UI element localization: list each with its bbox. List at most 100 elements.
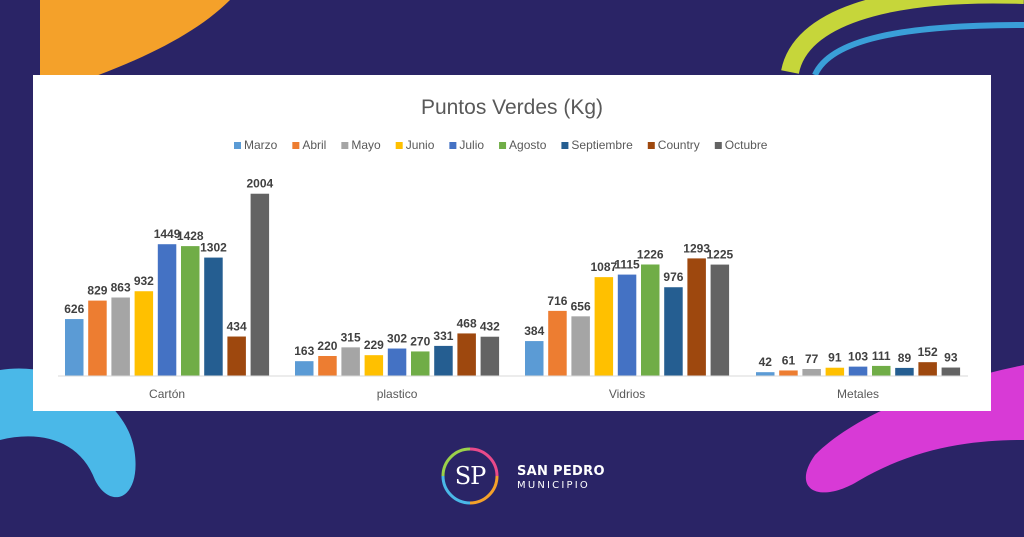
bar xyxy=(250,193,270,376)
data-label: 61 xyxy=(782,353,796,367)
legend-swatch-6 xyxy=(561,142,569,149)
bar xyxy=(387,348,407,376)
logo-name: SAN PEDRO xyxy=(517,464,605,479)
bar xyxy=(204,257,223,376)
legend-label: Mayo xyxy=(351,138,381,152)
data-label: 1226 xyxy=(637,247,664,261)
chart-panel: Puntos Verdes (Kg) Marzo Abril Mayo Junio Ju… xyxy=(33,75,991,411)
data-label: 220 xyxy=(317,339,337,353)
orange-swoosh xyxy=(40,0,230,95)
data-label: 103 xyxy=(848,350,868,364)
bar xyxy=(65,319,84,376)
data-label: 1293 xyxy=(683,241,710,255)
bar xyxy=(848,366,868,376)
data-label: 932 xyxy=(134,274,154,288)
legend-label: Marzo xyxy=(244,138,278,152)
category-label: Vidrios xyxy=(609,387,645,401)
bar xyxy=(710,264,730,376)
data-label: 1449 xyxy=(154,227,181,241)
bar xyxy=(756,372,775,376)
data-label: 1428 xyxy=(177,229,204,243)
bar-chart: Puntos Verdes (Kg) Marzo Abril Mayo Junio Ju… xyxy=(58,96,968,401)
data-label: 1225 xyxy=(706,248,733,262)
bar xyxy=(571,316,590,376)
municipality-logo: SP SAN PEDRO MUNICIPIO xyxy=(440,446,620,506)
data-label: 716 xyxy=(547,294,567,308)
bar xyxy=(341,347,360,376)
legend-swatch-0 xyxy=(234,142,241,149)
bar xyxy=(88,300,107,376)
data-label: 89 xyxy=(898,351,912,365)
bar xyxy=(548,310,567,376)
legend-swatch-5 xyxy=(499,142,507,149)
bar xyxy=(480,336,500,376)
bar xyxy=(641,264,660,376)
data-label: 829 xyxy=(87,284,107,298)
legend-swatch-3 xyxy=(395,142,403,149)
legend-label: Junio xyxy=(406,138,435,152)
bar xyxy=(134,291,154,376)
logo-subtitle: MUNICIPIO xyxy=(517,480,590,491)
bar xyxy=(111,297,130,376)
bar xyxy=(664,287,683,376)
bar xyxy=(181,246,200,376)
data-label: 77 xyxy=(805,352,819,366)
data-label: 1302 xyxy=(200,241,227,255)
bar xyxy=(941,367,961,376)
data-label: 93 xyxy=(944,351,958,365)
category-label: Metales xyxy=(837,387,879,401)
chart-title: Puntos Verdes (Kg) xyxy=(421,96,603,119)
data-label: 432 xyxy=(480,320,500,334)
data-label: 163 xyxy=(294,344,314,358)
bar xyxy=(687,258,706,376)
data-label: 1087 xyxy=(590,260,617,274)
data-label: 152 xyxy=(918,345,938,359)
bar xyxy=(434,345,453,376)
bar xyxy=(227,336,246,376)
legend-label: Agosto xyxy=(509,138,547,152)
logo-circle-icon xyxy=(441,447,499,505)
data-label: 863 xyxy=(111,281,131,295)
data-label: 976 xyxy=(663,270,683,284)
data-label: 42 xyxy=(759,355,773,369)
data-label: 331 xyxy=(433,329,453,343)
blue-ring xyxy=(812,22,1024,77)
data-label: 91 xyxy=(828,351,842,365)
legend-label: Country xyxy=(658,138,700,152)
bar xyxy=(802,368,821,376)
data-label: 2004 xyxy=(246,177,273,191)
bar xyxy=(872,365,891,376)
bar xyxy=(918,362,937,376)
data-label: 315 xyxy=(341,330,361,344)
data-label: 1115 xyxy=(614,258,640,272)
bar xyxy=(779,370,798,376)
bar xyxy=(617,274,637,376)
data-label: 384 xyxy=(524,324,544,338)
bar xyxy=(364,355,384,376)
data-label: 302 xyxy=(387,332,407,346)
legend-swatch-7 xyxy=(647,142,655,149)
category-label: Cartón xyxy=(149,387,185,401)
data-label: 111 xyxy=(872,349,891,363)
legend-label: Julio xyxy=(459,138,484,152)
bar xyxy=(157,244,177,376)
bar xyxy=(525,341,544,376)
data-label: 468 xyxy=(457,316,477,330)
data-label: 229 xyxy=(364,338,384,352)
bar xyxy=(594,277,614,376)
bar xyxy=(318,355,337,376)
legend-swatch-1 xyxy=(292,142,300,149)
x-axis-labels: Cartón plastico Vidrios Metales xyxy=(149,387,879,401)
data-label: 270 xyxy=(410,334,430,348)
bar xyxy=(895,367,914,376)
green-ring xyxy=(781,0,1024,75)
chart-legend: Marzo Abril Mayo Junio Julio Agosto Septiembre… xyxy=(234,138,768,152)
data-label: 626 xyxy=(64,302,84,316)
logo-monogram: SP xyxy=(454,462,487,490)
legend-label: Abril xyxy=(302,138,326,152)
bar xyxy=(457,333,476,376)
legend-swatch-4 xyxy=(449,142,457,149)
data-label: 656 xyxy=(571,299,591,313)
legend-label: Octubre xyxy=(725,138,768,152)
